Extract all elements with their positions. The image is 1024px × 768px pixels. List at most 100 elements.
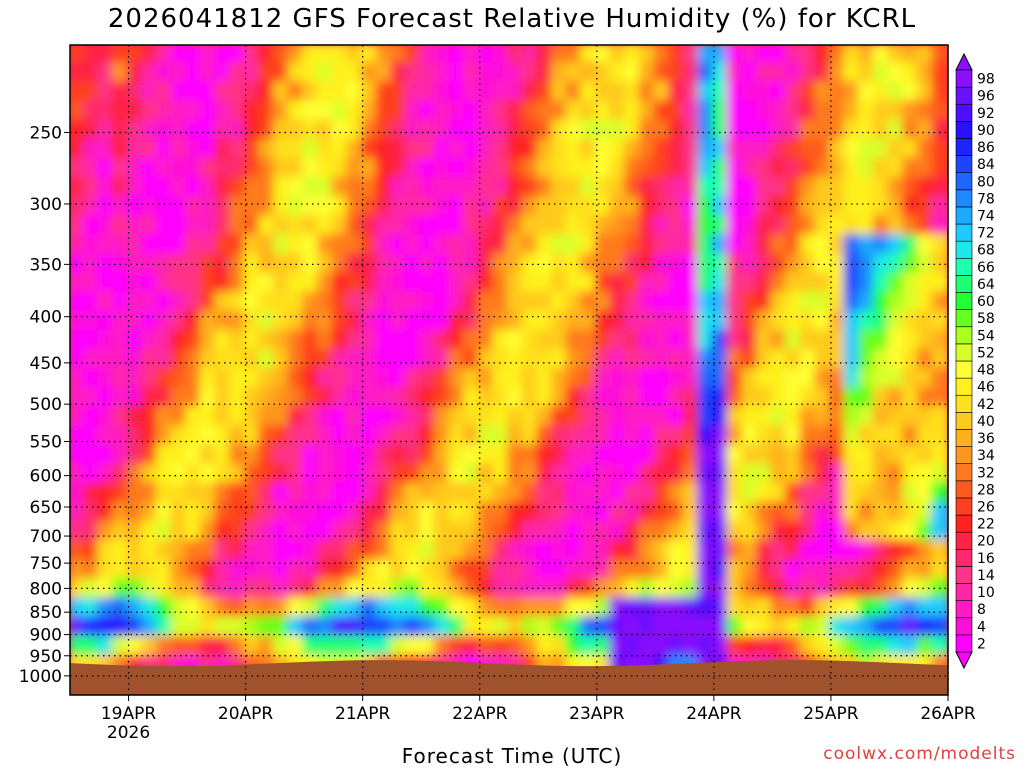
rh-cell — [609, 81, 629, 105]
colorbar-swatch — [955, 121, 973, 139]
rh-cell — [272, 81, 292, 105]
rh-cell — [170, 81, 190, 105]
rh-cell — [536, 291, 555, 315]
rh-cell — [902, 425, 921, 449]
credit-link[interactable]: coolwx.com/modelts — [823, 744, 1016, 764]
rh-cell — [214, 195, 233, 220]
rh-cell — [272, 45, 292, 67]
rh-cell — [594, 482, 614, 506]
x-tick-label: 20APR — [218, 704, 274, 724]
rh-cell — [521, 253, 541, 277]
rh-cell — [916, 138, 936, 162]
rh-cell — [302, 368, 321, 392]
rh-cell — [214, 45, 233, 67]
rh-cell — [902, 406, 921, 430]
rh-cell — [931, 368, 948, 392]
rh-cell — [70, 540, 87, 564]
rh-cell — [70, 444, 87, 468]
rh-cell — [448, 540, 468, 564]
rh-cell — [170, 62, 190, 86]
rh-cell — [419, 368, 438, 392]
rh-cell — [228, 559, 248, 583]
rh-cell — [785, 635, 804, 659]
colorbar-min-arrow — [955, 651, 973, 670]
rh-cell — [667, 463, 687, 487]
rh-cell — [755, 425, 775, 449]
rh-cell — [828, 119, 848, 143]
rh-cell — [170, 215, 190, 239]
rh-cell — [492, 291, 511, 315]
rh-cell — [550, 119, 570, 143]
rh-cell — [507, 215, 526, 239]
rh-cell — [463, 368, 482, 392]
rh-cell — [185, 463, 204, 487]
colorbar-label: 20 — [977, 534, 995, 550]
rh-cell — [82, 100, 102, 124]
rh-cell — [711, 176, 731, 200]
colorbar-label: 58 — [977, 311, 995, 327]
rh-cell — [302, 272, 321, 296]
rh-cell — [785, 444, 804, 468]
rh-cell — [419, 195, 438, 220]
rh-cell — [302, 444, 321, 468]
rh-cell — [550, 291, 570, 315]
rh-cell — [902, 119, 921, 143]
rh-cell — [653, 157, 672, 181]
rh-cell — [697, 520, 716, 545]
rh-cell — [887, 597, 907, 621]
rh-cell — [550, 176, 570, 200]
rh-cell — [653, 520, 672, 545]
rh-cell — [667, 45, 687, 67]
colorbar-label: 48 — [977, 363, 995, 379]
rh-cell — [243, 45, 263, 67]
rh-cell — [272, 62, 292, 86]
rh-cell — [507, 520, 526, 545]
rh-cell — [331, 62, 351, 86]
rh-cell — [711, 578, 731, 602]
rh-cell — [609, 578, 629, 602]
rh-cell — [931, 291, 948, 315]
rh-cell — [536, 176, 555, 200]
rh-cell — [858, 348, 877, 372]
rh-cell — [828, 616, 848, 640]
rh-cell — [711, 272, 731, 296]
rh-cell — [141, 387, 160, 411]
rh-cell — [214, 520, 233, 545]
rh-cell — [726, 234, 746, 258]
rh-cell — [814, 234, 833, 258]
rh-cell — [331, 234, 351, 258]
colorbar-label: 36 — [977, 431, 995, 447]
rh-cell — [916, 540, 936, 564]
rh-cell — [258, 425, 277, 449]
rh-cell — [624, 234, 643, 258]
rh-cell — [872, 291, 892, 315]
rh-cell — [316, 425, 336, 449]
colorbar-swatch — [955, 531, 973, 550]
rh-cell — [97, 520, 116, 545]
rh-cell — [653, 329, 672, 353]
rh-cell — [272, 578, 292, 602]
rh-cell — [785, 329, 804, 353]
rh-cell — [770, 368, 790, 392]
rh-cell — [228, 501, 248, 525]
rh-cell — [843, 45, 863, 67]
rh-cell — [404, 215, 424, 239]
rh-cell — [565, 387, 585, 411]
rh-cell — [770, 635, 790, 659]
rh-cell — [843, 559, 863, 583]
rh-cell — [477, 406, 497, 430]
rh-cell — [97, 387, 116, 411]
rh-cell — [902, 176, 921, 200]
rh-cell — [872, 559, 892, 583]
rh-cell — [170, 635, 190, 659]
rh-cell — [199, 62, 219, 86]
rh-cell — [653, 119, 672, 143]
rh-cell — [872, 329, 892, 353]
rh-cell — [521, 501, 541, 525]
rh-cell — [931, 406, 948, 430]
rh-cell — [755, 100, 775, 124]
rh-cell — [302, 234, 321, 258]
rh-cell — [843, 291, 863, 315]
rh-cell — [814, 520, 833, 545]
rh-cell — [375, 81, 394, 105]
